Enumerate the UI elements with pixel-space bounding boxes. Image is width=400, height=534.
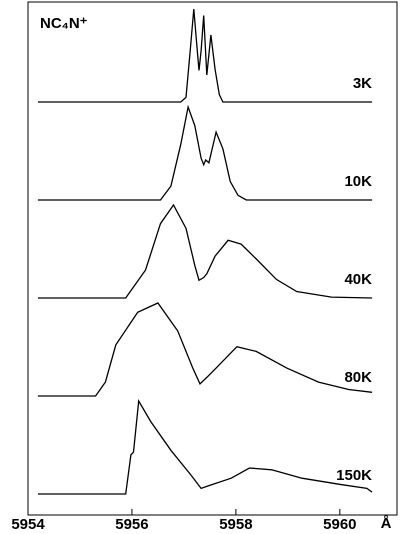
- spectrum-line: [37, 302, 373, 397]
- plot-frame: [27, 1, 398, 516]
- series-label: 3K: [353, 75, 372, 92]
- spectrum-line: [37, 104, 373, 201]
- series-label: 150K: [336, 467, 372, 484]
- spectrum-line: [37, 398, 373, 495]
- series-label: 80K: [344, 369, 372, 386]
- series-label: 10K: [344, 173, 372, 190]
- spectrum-line: [37, 203, 373, 299]
- x-tick-label: 5954: [11, 516, 45, 533]
- chart-title: NC₄N⁺: [40, 15, 88, 32]
- x-tick-label: 5956: [115, 516, 148, 533]
- x-tick-label: 5958: [219, 516, 252, 533]
- spectrum-line: [37, 8, 373, 103]
- series-label: 40K: [344, 271, 372, 288]
- x-tick-label: 5960: [323, 516, 356, 533]
- x-axis-label: Å: [381, 515, 392, 532]
